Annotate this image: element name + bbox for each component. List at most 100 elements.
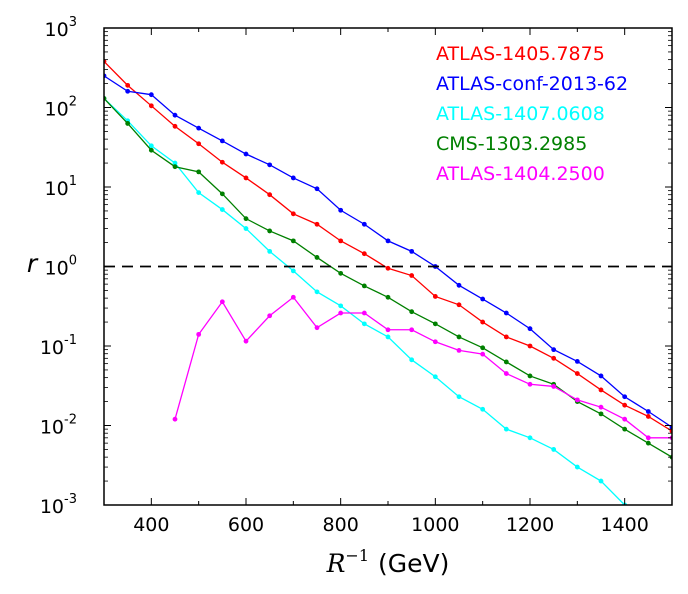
data-point: [314, 255, 320, 260]
x-tick-label: 800: [323, 514, 359, 536]
data-point: [622, 426, 628, 432]
series-layer: [104, 59, 672, 505]
x-tick-label: 1000: [411, 514, 459, 536]
data-point: [314, 186, 320, 192]
data-point: [574, 464, 580, 470]
x-tick-label: 1400: [600, 514, 648, 536]
data-point: [409, 327, 415, 333]
series-atlas-1404-2500: [172, 294, 672, 441]
data-point: [314, 221, 320, 227]
data-point: [456, 282, 462, 288]
data-point: [290, 294, 296, 300]
data-point: [385, 334, 391, 340]
data-point: [148, 143, 154, 149]
data-point: [480, 296, 486, 302]
data-point: [551, 355, 557, 361]
data-point: [125, 88, 131, 94]
data-point: [527, 435, 533, 441]
legend-entry: CMS-1303.2985: [436, 133, 587, 155]
data-point: [196, 125, 202, 131]
data-point: [196, 169, 202, 175]
data-point: [432, 339, 438, 345]
data-point: [645, 440, 651, 446]
data-point: [314, 325, 320, 331]
data-point: [243, 216, 249, 222]
data-point: [314, 289, 320, 295]
series-line: [174, 296, 672, 439]
data-point: [148, 103, 154, 109]
data-point: [432, 294, 438, 299]
data-point: [338, 310, 344, 316]
y-tick-label: 10-2: [40, 413, 77, 439]
data-point: [243, 175, 249, 181]
data-point: [125, 82, 131, 88]
data-point: [267, 192, 273, 198]
data-point: [409, 357, 415, 363]
data-point: [267, 313, 273, 319]
data-point: [219, 138, 225, 144]
data-point: [503, 426, 509, 432]
data-point: [456, 302, 462, 308]
data-point: [574, 371, 580, 376]
data-point: [598, 404, 604, 410]
data-point: [456, 334, 462, 340]
data-point: [551, 447, 557, 452]
data-point: [338, 270, 344, 276]
legend: ATLAS-1405.7875 ATLAS-conf-2013-62 ATLAS-1…: [436, 43, 628, 185]
data-point: [385, 327, 391, 333]
ticks-layer: 400 600 800 1000 1200 1400 10-3 10-2 10-1 100 101 1…: [40, 15, 672, 536]
data-point: [290, 238, 296, 244]
data-point: [551, 347, 557, 353]
y-tick-label: 103: [45, 15, 77, 41]
data-point: [503, 310, 509, 316]
data-point: [172, 160, 178, 166]
data-point: [480, 406, 486, 412]
y-tick-label: 10-1: [40, 333, 77, 359]
data-point: [172, 123, 178, 129]
data-point: [645, 414, 651, 419]
data-point: [172, 112, 178, 118]
data-point: [361, 310, 367, 316]
data-point: [219, 299, 225, 305]
data-point: [267, 248, 273, 254]
legend-entry: ATLAS-1405.7875: [436, 43, 605, 65]
y-axis-label: r: [27, 249, 39, 278]
x-axis-label: R−1 (GeV): [326, 546, 450, 578]
data-point: [148, 147, 154, 153]
data-point: [456, 394, 462, 400]
data-point: [598, 478, 604, 484]
legend-entry: ATLAS-1407.0608: [436, 103, 605, 125]
legend-entry: ATLAS-conf-2013-62: [436, 73, 628, 95]
x-axis-label-exponent: −1: [345, 546, 369, 565]
data-point: [409, 273, 415, 278]
data-point: [645, 409, 651, 414]
data-point: [338, 238, 344, 244]
data-point: [551, 384, 557, 389]
data-point: [125, 121, 131, 126]
series-atlas-1407-0608: [104, 96, 628, 505]
legend-entry: ATLAS-1404.2500: [436, 163, 605, 185]
y-tick-label: 100: [45, 254, 77, 280]
data-point: [432, 374, 438, 380]
data-point: [432, 321, 438, 327]
data-point: [243, 226, 249, 231]
data-point: [409, 248, 415, 254]
data-point: [456, 348, 462, 353]
data-point: [503, 359, 509, 365]
data-point: [243, 338, 249, 344]
data-point: [598, 373, 604, 379]
data-point: [622, 394, 628, 400]
data-point: [148, 92, 154, 98]
data-point: [361, 251, 367, 257]
data-point: [243, 151, 249, 157]
data-point: [574, 359, 580, 364]
data-point: [385, 238, 391, 244]
y-tick-label: 102: [45, 95, 77, 121]
x-tick-label: 400: [133, 514, 169, 536]
data-point: [622, 402, 628, 408]
y-tick-label: 101: [45, 174, 77, 200]
data-point: [598, 411, 604, 417]
data-point: [622, 416, 628, 422]
data-point: [527, 326, 533, 332]
